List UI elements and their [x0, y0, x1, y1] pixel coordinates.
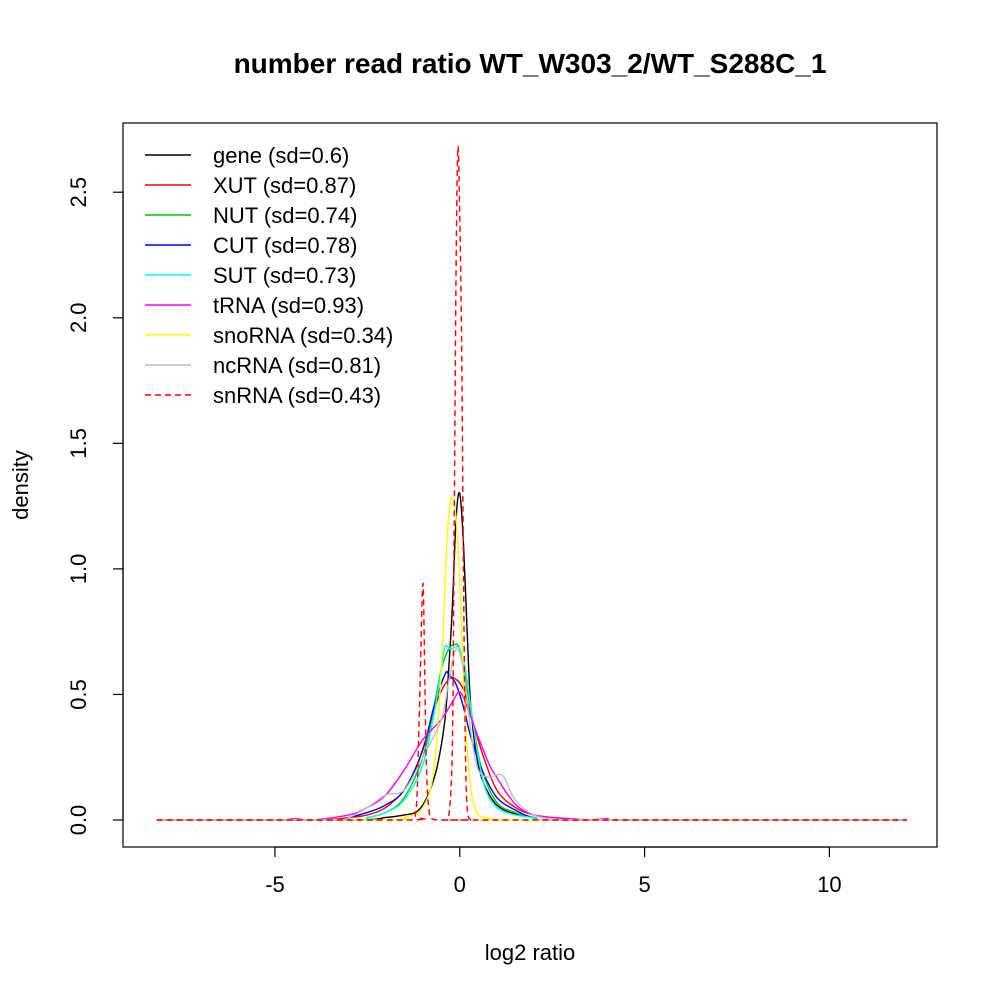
legend-label-sut: SUT (sd=0.73)	[213, 263, 356, 288]
legend-label-xut: XUT (sd=0.87)	[213, 173, 356, 198]
y-tick-label: 1.0	[66, 554, 91, 585]
x-tick-label: -5	[265, 872, 285, 897]
series-line-ncrna	[156, 648, 907, 821]
x-tick-label: 5	[638, 872, 650, 897]
x-tick-label: 10	[817, 872, 841, 897]
legend-label-gene: gene (sd=0.6)	[213, 143, 349, 168]
legend-label-ncrna: ncRNA (sd=0.81)	[213, 353, 381, 378]
legend-label-cut: CUT (sd=0.78)	[213, 233, 357, 258]
plot-frame	[122, 122, 938, 848]
series-line-snrna	[156, 145, 907, 821]
y-tick-label: 1.5	[66, 428, 91, 459]
series-line-cut	[156, 670, 907, 821]
x-axis: -5 0 5 10	[265, 846, 842, 897]
y-axis-label: density	[8, 450, 33, 520]
series-line-sut	[156, 645, 907, 821]
y-axis: 0.0 0.5 1.0 1.5 2.0 2.5	[66, 177, 124, 836]
legend-label-snrna: snRNA (sd=0.43)	[213, 383, 381, 408]
series-line-gene	[156, 491, 907, 821]
x-tick-label: 0	[454, 872, 466, 897]
y-tick-label: 0.0	[66, 805, 91, 836]
y-tick-label: 0.5	[66, 679, 91, 710]
legend-label-snorna: snoRNA (sd=0.34)	[213, 323, 393, 348]
y-tick-label: 2.0	[66, 302, 91, 333]
series-layer	[156, 145, 907, 821]
y-tick-label: 2.5	[66, 177, 91, 208]
chart-title: number read ratio WT_W303_2/WT_S288C_1	[234, 48, 827, 79]
series-line-nut	[156, 643, 907, 821]
series-line-snorna	[156, 496, 907, 821]
series-line-xut	[156, 676, 907, 821]
x-axis-label: log2 ratio	[485, 940, 576, 965]
series-line-trna	[156, 691, 907, 821]
legend-label-trna: tRNA (sd=0.93)	[213, 293, 364, 318]
legend: gene (sd=0.6) XUT (sd=0.87) NUT (sd=0.74) C…	[145, 143, 393, 408]
legend-label-nut: NUT (sd=0.74)	[213, 203, 357, 228]
